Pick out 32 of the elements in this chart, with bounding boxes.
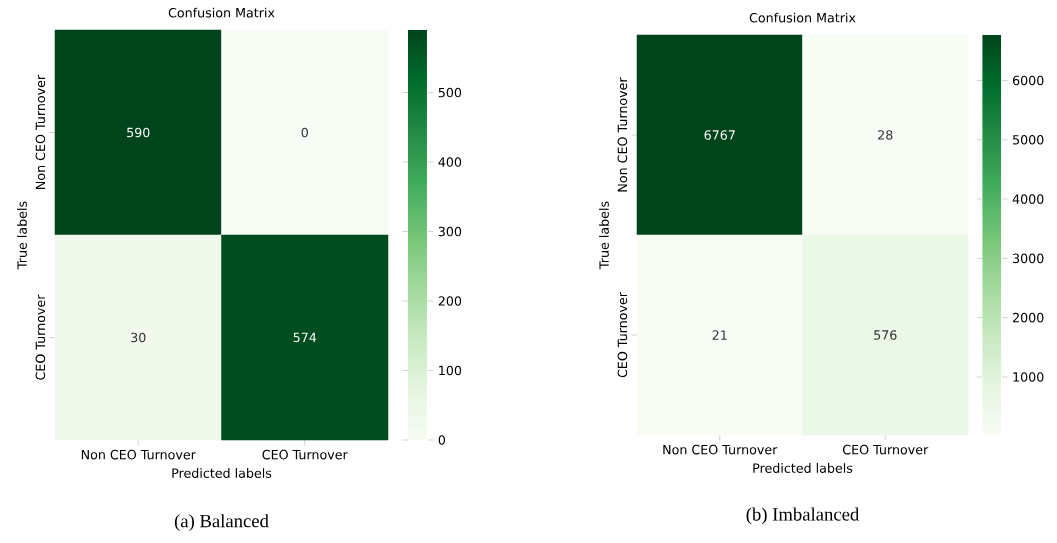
color-bar-label: 1000 bbox=[1013, 372, 1044, 382]
chart-title: Confusion Matrix bbox=[168, 7, 275, 18]
color-bar-label: 100 bbox=[439, 365, 462, 376]
color-bar-label: 400 bbox=[438, 157, 462, 167]
color-bar-label: 2000 bbox=[1012, 312, 1044, 323]
data-label: 574 bbox=[293, 332, 317, 343]
x-tick-label: CEO Turnover bbox=[262, 449, 348, 460]
color-bar-label: 500 bbox=[438, 87, 462, 98]
color-bar-label: 5000 bbox=[1013, 134, 1044, 145]
chart-title: Confusion Matrix bbox=[749, 12, 856, 23]
color-bar-label: 4000 bbox=[1012, 194, 1044, 204]
x-tick-label: CEO Turnover bbox=[843, 444, 929, 455]
y-axis-title: True labels bbox=[17, 201, 27, 270]
data-label: 30 bbox=[131, 332, 146, 343]
x-tick-label: Non CEO Turnover bbox=[663, 444, 778, 455]
text: (b) Imbalanced bbox=[746, 507, 860, 525]
y-axis-title: True labels bbox=[599, 201, 609, 270]
data-label: 21 bbox=[712, 330, 727, 340]
x-axis-title: Predicted labels bbox=[172, 468, 272, 478]
text: (a) Balanced bbox=[174, 514, 269, 532]
data-label: 28 bbox=[878, 130, 893, 140]
color-bar-label: 200 bbox=[438, 296, 462, 306]
data-label: 0 bbox=[301, 127, 308, 138]
color-bar-label: 6000 bbox=[1012, 75, 1044, 86]
data-label: 576 bbox=[874, 330, 897, 340]
color-bar-label: 300 bbox=[438, 226, 462, 237]
x-tick-label: Non CEO Turnover bbox=[81, 449, 196, 460]
data-label: 590 bbox=[127, 127, 150, 138]
color-bar-label: 0 bbox=[438, 435, 446, 445]
x-axis-title: Predicted labels bbox=[753, 463, 853, 473]
color-bar-label: 3000 bbox=[1013, 253, 1044, 264]
data-label: 6767 bbox=[704, 130, 735, 140]
